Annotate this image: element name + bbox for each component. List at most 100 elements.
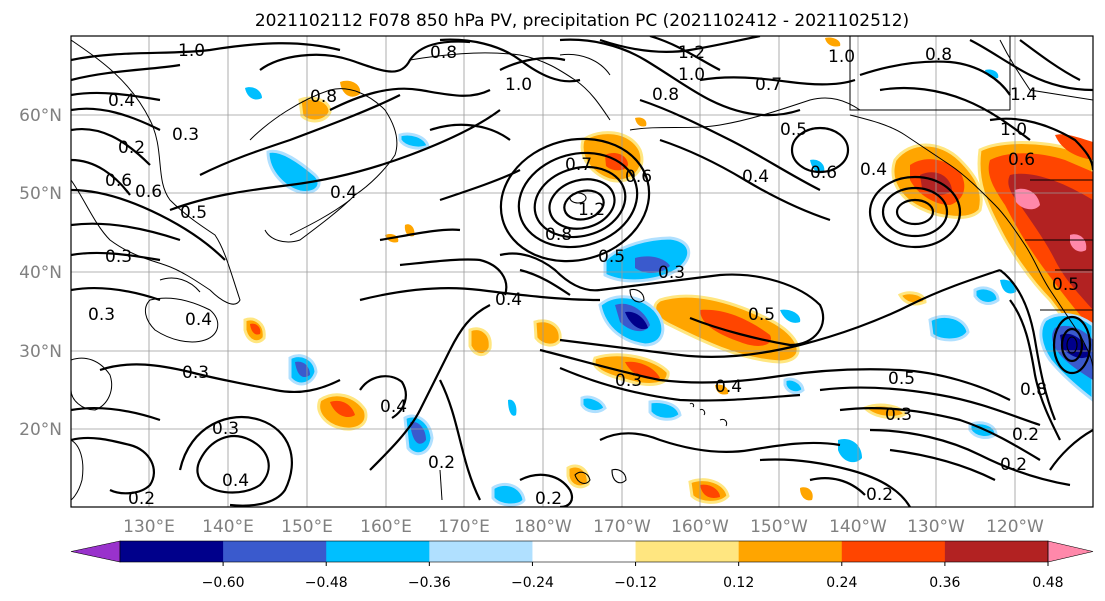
contour-label: 0.8 bbox=[925, 45, 952, 65]
map-title: 2021102112 F078 850 hPa PV, precipitatio… bbox=[255, 11, 909, 31]
map-area: 1.0 0.8 1.2 1.0 0.7 1.0 0.4 0.3 0.2 0.6 … bbox=[71, 36, 1093, 509]
lon-label: 150°E bbox=[281, 517, 333, 537]
colorbar-tick-label: 0.24 bbox=[826, 575, 857, 591]
contour-label: 0.2 bbox=[866, 485, 893, 505]
colorbar-tick-label: 0.12 bbox=[723, 575, 754, 591]
lat-label: 30°N bbox=[19, 342, 62, 362]
colorbar-segment bbox=[120, 541, 224, 562]
contour-label: 1.2 bbox=[678, 43, 705, 63]
pv-contours bbox=[71, 36, 1093, 507]
contour-label: 0.7 bbox=[755, 75, 782, 95]
coastlines bbox=[71, 36, 1093, 501]
colorbar-frame bbox=[119, 540, 1049, 563]
contour-label: 0.3 bbox=[172, 125, 199, 145]
contour-label: 0.4 bbox=[380, 397, 407, 417]
lon-label: 120°W bbox=[986, 517, 1044, 537]
colorbar-segment bbox=[532, 541, 637, 562]
contour-label: 0.6 bbox=[1008, 150, 1035, 170]
contour-label: 1.0 bbox=[505, 75, 532, 95]
contour-label: 0.5 bbox=[598, 247, 625, 267]
contour-label: 0.6 bbox=[810, 163, 837, 183]
contour-label: 1.2 bbox=[578, 200, 605, 220]
contour-label: 0.4 bbox=[715, 377, 742, 397]
colorbar-tick-label: −0.24 bbox=[511, 575, 554, 591]
contour-label: 1.0 bbox=[678, 65, 705, 85]
contour-label: 0.3 bbox=[212, 419, 239, 439]
contour-label: 0.4 bbox=[185, 310, 212, 330]
contour-label: 0.4 bbox=[860, 160, 887, 180]
colorbar-segment bbox=[635, 541, 740, 562]
lat-label: 40°N bbox=[19, 263, 62, 283]
contour-label: 0.4 bbox=[330, 183, 357, 203]
lat-label: 20°N bbox=[19, 420, 62, 440]
colorbar-tick-label: −0.12 bbox=[614, 575, 657, 591]
contour-label: 0.3 bbox=[615, 371, 642, 391]
contour-label: 0.5 bbox=[748, 305, 775, 325]
colorbar-segment bbox=[223, 541, 327, 562]
lon-label: 150°W bbox=[750, 517, 808, 537]
contour-label: 0.2 bbox=[118, 138, 145, 158]
colorbar-segment bbox=[738, 541, 843, 562]
colorbar-extend-low bbox=[70, 540, 121, 563]
contour-label: 0.3 bbox=[105, 247, 132, 267]
lon-label: 140°W bbox=[829, 517, 887, 537]
contour-label: 0.6 bbox=[625, 167, 652, 187]
lon-label: 180°W bbox=[514, 517, 572, 537]
colorbar-tick-label: 0.48 bbox=[1032, 575, 1063, 591]
contour-label: 0.6 bbox=[135, 182, 162, 202]
contour-label: 0.5 bbox=[1052, 275, 1079, 295]
lon-label: 130°E bbox=[123, 517, 175, 537]
contour-label: 0.4 bbox=[742, 167, 769, 187]
lat-label: 60°N bbox=[19, 106, 62, 126]
colorbar: −0.60 −0.48 −0.36 −0.24 −0.12 0.12 0.24 0.36 0.4… bbox=[70, 540, 1094, 591]
contour-label: 0.8 bbox=[430, 43, 457, 63]
longitude-labels: 130°E 140°E 150°E 160°E 170°E 180°W 170°… bbox=[123, 517, 1044, 537]
colorbar-segment bbox=[841, 541, 946, 562]
contour-label: 0.3 bbox=[88, 305, 115, 325]
contour-label: 1.0 bbox=[828, 47, 855, 67]
lon-label: 170°E bbox=[438, 517, 490, 537]
contour-label: 0.2 bbox=[1000, 455, 1027, 475]
contour-label: 0.2 bbox=[535, 489, 562, 509]
lat-label: 50°N bbox=[19, 184, 62, 204]
colorbar-tick-label: −0.36 bbox=[408, 575, 451, 591]
contour-label: 0.5 bbox=[180, 203, 207, 223]
contour-label: 0.3 bbox=[885, 405, 912, 425]
lon-label: 140°E bbox=[202, 517, 254, 537]
lon-label: 130°W bbox=[907, 517, 965, 537]
contour-label: 0.8 bbox=[652, 85, 679, 105]
contour-label: 0.2 bbox=[1012, 425, 1039, 445]
contour-label: 0.4 bbox=[108, 91, 135, 111]
contour-label: 0.2 bbox=[428, 453, 455, 473]
colorbar-tick-label: −0.48 bbox=[305, 575, 348, 591]
latitude-labels: 60°N 50°N 40°N 30°N 20°N bbox=[19, 106, 62, 440]
contour-label: 0.6 bbox=[105, 171, 132, 191]
lon-label: 160°W bbox=[671, 517, 729, 537]
graticule bbox=[71, 36, 1093, 507]
colorbar-segment bbox=[326, 541, 430, 562]
colorbar-segment bbox=[429, 541, 533, 562]
contour-label: 0.3 bbox=[182, 363, 209, 383]
contour-label: 0.8 bbox=[545, 225, 572, 245]
contour-label: 0.4 bbox=[222, 471, 249, 491]
contour-label: 0.3 bbox=[658, 263, 685, 283]
contour-label: 1.0 bbox=[178, 41, 205, 61]
contour-label: 0.4 bbox=[495, 290, 522, 310]
contour-label: 0.8 bbox=[310, 87, 337, 107]
map-frame bbox=[70, 35, 1094, 508]
lon-label: 170°W bbox=[593, 517, 651, 537]
colorbar-tick-label: −0.60 bbox=[202, 575, 245, 591]
contour-labels: 1.0 0.8 1.2 1.0 0.7 1.0 0.4 0.3 0.2 0.6 … bbox=[88, 41, 1079, 509]
contour-label: 0.8 bbox=[1020, 380, 1047, 400]
contour-label: 1.4 bbox=[1010, 85, 1037, 105]
colorbar-extend-high bbox=[1047, 540, 1094, 563]
contour-label: 0.5 bbox=[888, 369, 915, 389]
contour-label: 1.0 bbox=[1000, 120, 1027, 140]
colorbar-segment bbox=[944, 541, 1049, 562]
lon-label: 160°E bbox=[360, 517, 412, 537]
contour-label: 0.7 bbox=[565, 155, 592, 175]
contour-label: 0.5 bbox=[780, 120, 807, 140]
colorbar-tick-label: 0.36 bbox=[929, 575, 960, 591]
contour-label: 0.2 bbox=[128, 489, 155, 509]
